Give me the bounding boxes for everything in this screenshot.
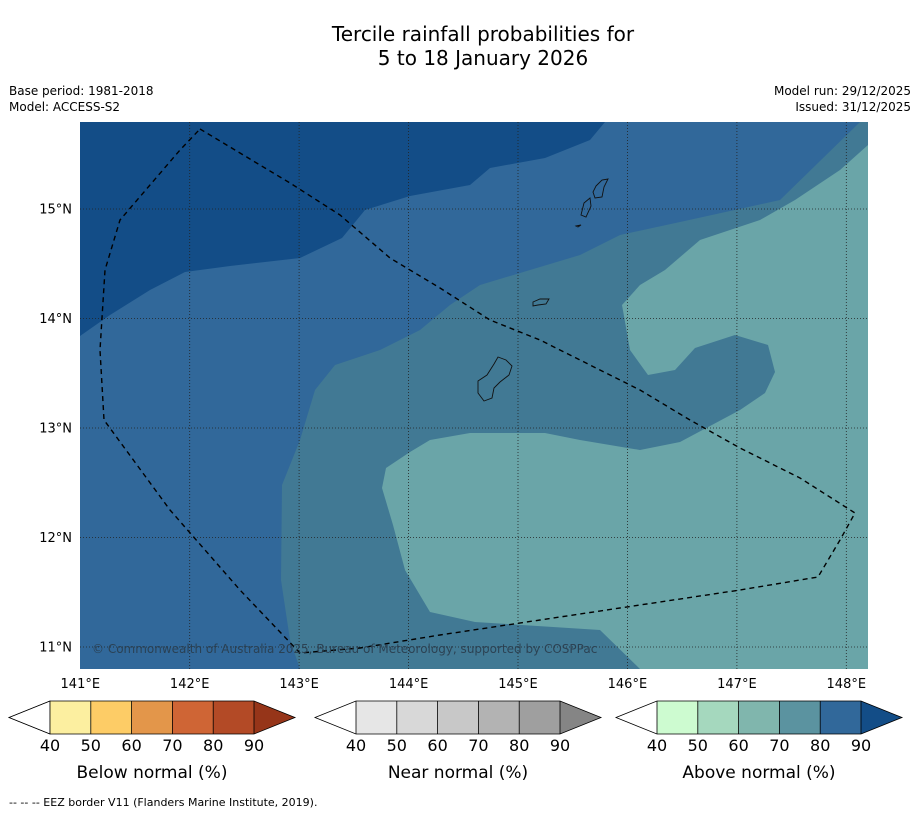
- cbar-tick: 90: [851, 736, 871, 755]
- lon-label: 142°E: [170, 677, 210, 692]
- cbar-tick: 70: [162, 736, 182, 755]
- cbar-tick: 60: [427, 736, 447, 755]
- lon-label: 144°E: [389, 677, 429, 692]
- cbar-segment: [657, 701, 698, 734]
- cbar-tick: 70: [468, 736, 488, 755]
- model-info: Base period: 1981-2018 Model: ACCESS-S2: [9, 83, 154, 115]
- cbar-segment: [697, 701, 739, 734]
- lat-label: 12°N: [39, 531, 72, 546]
- islands: [477, 178, 609, 402]
- lon-label: 147°E: [717, 677, 757, 692]
- cbar-segment: [738, 701, 780, 734]
- lat-label: 14°N: [39, 312, 72, 327]
- cbar-segment: [356, 701, 397, 734]
- cbar-tick: 80: [810, 736, 830, 755]
- cbar-tick: 80: [203, 736, 223, 755]
- lon-label: 148°E: [827, 677, 867, 692]
- cbar-tick: 40: [40, 736, 60, 755]
- lon-label: 145°E: [498, 677, 538, 692]
- cbar-segment-low-extend: [8, 700, 51, 735]
- model-name: Model: ACCESS-S2: [9, 100, 121, 114]
- cbar-segment-low-extend: [616, 701, 657, 734]
- lat-labels: 15°N 14°N 13°N 12°N 11°N: [39, 203, 72, 656]
- cbar-tick: 90: [244, 736, 264, 755]
- cbar-tick: 50: [81, 736, 101, 755]
- island-tinian: [580, 197, 592, 218]
- cbar-tick: 90: [550, 736, 570, 755]
- run-info: Model run: 29/12/2025 Issued: 31/12/2025: [774, 83, 911, 115]
- cbar-title-above: Above normal (%): [682, 763, 835, 783]
- cbar-segment: [478, 701, 520, 734]
- cbar-segment: [90, 701, 132, 734]
- fill-above-90: [80, 122, 605, 336]
- fill-above-60: [382, 145, 868, 669]
- colorbar-near: 40 50 60 70 80 90 Near normal (%): [313, 700, 603, 783]
- cbar-segment: [213, 701, 254, 734]
- lat-label: 11°N: [39, 641, 72, 656]
- cbar-segment: [396, 701, 438, 734]
- island-saipan: [592, 178, 609, 199]
- cbar-title-below: Below normal (%): [77, 763, 228, 783]
- cbar-tick: 60: [121, 736, 141, 755]
- cbar-tick: 40: [647, 736, 667, 755]
- cbar-segment-low-extend: [315, 701, 356, 734]
- cbar-tick: 80: [509, 736, 529, 755]
- cbar-tick: 70: [769, 736, 789, 755]
- eez-footnote: -- -- -- EEZ border V11 (Flanders Marine…: [9, 796, 318, 809]
- colorbar-above: 40 50 60 70 80 90 Above normal (%): [614, 700, 904, 783]
- island-guam: [477, 356, 513, 402]
- cbar-tick: 60: [728, 736, 748, 755]
- model-run-date: Model run: 29/12/2025: [773, 84, 911, 98]
- cbar-segment: [131, 701, 173, 734]
- cbar-segment: [50, 701, 91, 734]
- cbar-title-near: Near normal (%): [388, 763, 528, 783]
- colorbar-below: 40 50 60 70 80 90 Below normal (%): [7, 700, 297, 783]
- eez-border: [99, 128, 856, 654]
- lon-label: 143°E: [279, 677, 319, 692]
- island-aguijan: [574, 224, 582, 228]
- lon-labels: 141°E 142°E 143°E 144°E 145°E 146°E 147°…: [61, 677, 867, 692]
- island-rota: [532, 298, 550, 307]
- cbar-segment-high-extend: [254, 701, 295, 734]
- issued-date: Issued: 31/12/2025: [795, 100, 911, 114]
- lat-label: 13°N: [39, 422, 72, 437]
- gridlines: [80, 122, 868, 669]
- title-line-2: 5 to 18 January 2026: [377, 46, 589, 70]
- title-line-1: Tercile rainfall probabilities for: [331, 22, 635, 46]
- lat-label: 15°N: [39, 203, 72, 218]
- base-period: Base period: 1981-2018: [9, 84, 154, 98]
- lon-label: 146°E: [608, 677, 648, 692]
- cbar-tick: 40: [346, 736, 366, 755]
- cbar-segment: [437, 701, 479, 734]
- lon-label: 141°E: [61, 677, 101, 692]
- cbar-segment: [519, 701, 560, 734]
- probability-fills: [80, 122, 868, 669]
- cbar-segment: [779, 701, 821, 734]
- copyright-label: © Commonwealth of Australia 2025, Bureau…: [92, 642, 597, 656]
- map-title: Tercile rainfall probabilities for 5 to …: [0, 22, 919, 70]
- cbar-tick: 50: [387, 736, 407, 755]
- cbar-segment: [820, 701, 861, 734]
- cbar-segment-high-extend: [861, 701, 902, 734]
- cbar-segment-high-extend: [560, 701, 601, 734]
- cbar-tick: 50: [688, 736, 708, 755]
- cbar-segment: [172, 701, 214, 734]
